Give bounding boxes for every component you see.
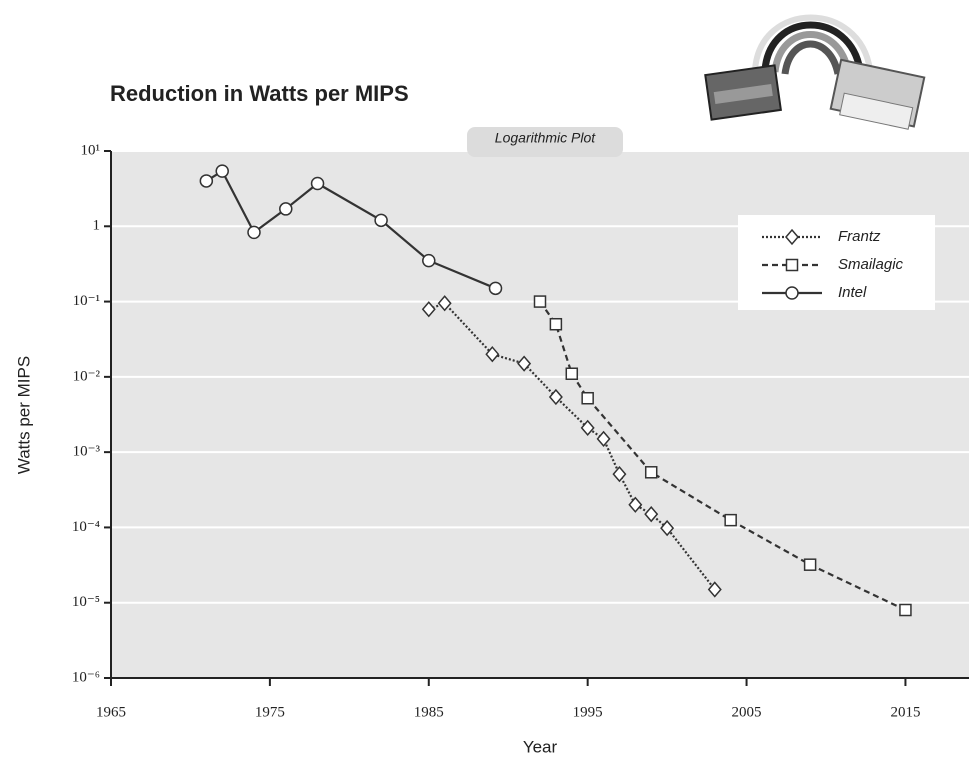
marker: [707, 581, 722, 598]
marker: [215, 164, 229, 178]
marker: [279, 202, 293, 216]
marker: [596, 430, 611, 448]
y-tick-label: 10¹: [81, 142, 101, 158]
marker: [437, 295, 452, 312]
x-tick-label: 1995: [573, 704, 603, 720]
marker: [644, 506, 659, 523]
cable-illustration: [704, 14, 926, 130]
legend-label: Frantz: [838, 228, 881, 245]
marker: [724, 513, 737, 527]
y-tick-label: 1: [93, 218, 101, 234]
annotation: Logarithmic Plot: [495, 130, 596, 146]
marker: [644, 466, 658, 479]
y-tick-label: 10⁻⁵: [72, 594, 100, 610]
marker: [199, 174, 214, 188]
y-axis-label: Watts per MIPS: [14, 356, 33, 474]
marker: [899, 603, 912, 617]
y-tick-label: 10⁻¹: [73, 293, 100, 309]
series-line: [539, 300, 906, 612]
marker: [785, 228, 799, 246]
marker: [485, 346, 500, 363]
marker: [565, 367, 579, 380]
series-line: [205, 169, 496, 290]
marker: [580, 419, 595, 437]
annotation-tab: [467, 127, 623, 157]
marker: [533, 295, 547, 308]
chart-title: Reduction in Watts per MIPS: [110, 81, 409, 106]
y-tick-label: 10⁻²: [73, 368, 101, 384]
x-tick-label: 2015: [890, 704, 920, 720]
marker: [517, 355, 532, 372]
x-axis-label: Year: [523, 737, 558, 756]
marker: [581, 391, 594, 405]
marker: [488, 281, 503, 296]
marker: [422, 253, 436, 268]
legend-label: Intel: [838, 284, 867, 301]
marker: [374, 213, 388, 228]
marker: [612, 466, 627, 483]
legend-box: [738, 215, 935, 310]
marker: [247, 225, 261, 240]
y-tick-label: 10⁻⁴: [72, 519, 100, 535]
marker: [785, 258, 799, 272]
marker: [660, 519, 675, 537]
y-tick-label: 10⁻⁶: [72, 669, 100, 685]
marker: [628, 496, 643, 513]
x-tick-label: 1975: [255, 704, 285, 720]
marker: [785, 286, 799, 300]
x-tick-label: 1985: [414, 704, 444, 720]
marker: [803, 558, 817, 571]
x-tick-label: 1965: [96, 704, 126, 720]
marker: [310, 176, 325, 191]
legend-label: Smailagic: [838, 256, 904, 273]
x-tick-label: 2005: [732, 704, 762, 720]
marker: [548, 388, 563, 406]
marker: [421, 301, 436, 318]
marker: [549, 317, 563, 331]
y-tick-label: 10⁻³: [73, 444, 101, 460]
